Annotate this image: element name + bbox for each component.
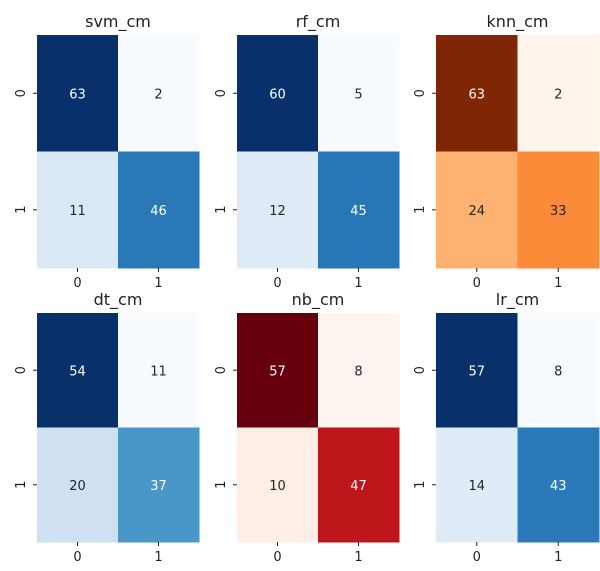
y-tick-label: 1 [14, 481, 29, 489]
cell-value-label: 2 [154, 87, 162, 102]
x-tick-label: 0 [473, 276, 481, 291]
x-tick-label: 1 [354, 276, 362, 291]
x-tick-label: 1 [354, 550, 362, 565]
cell-value-label: 11 [69, 204, 86, 219]
heatmap-panel-lr_cm: 57 8 14 43 lr_cm 0 1 0 1 [413, 290, 600, 565]
heatmap-cell [436, 427, 518, 543]
x-tick-label: 0 [473, 550, 481, 565]
heatmap-panel-knn_cm: 63 2 24 33 knn_cm 0 1 0 1 [413, 12, 600, 291]
heatmap-cell [517, 313, 600, 428]
heatmap-cell [318, 313, 400, 428]
heatmap-cell [37, 313, 119, 428]
panel-title: lr_cm [496, 290, 539, 310]
y-tick-label: 0 [413, 366, 428, 374]
y-tick-label: 0 [214, 366, 229, 374]
y-tick-label: 0 [14, 89, 29, 97]
cell-value-label: 54 [69, 364, 86, 379]
cell-value-label: 57 [269, 364, 286, 379]
heatmap-cell [118, 35, 200, 152]
cell-value-label: 20 [69, 479, 86, 494]
panel-title: rf_cm [296, 12, 341, 32]
heatmap-cell [517, 35, 600, 152]
cell-value-label: 63 [69, 87, 86, 102]
heatmap-cell [37, 35, 119, 152]
x-tick-label: 0 [73, 550, 81, 565]
cell-value-label: 10 [269, 479, 286, 494]
x-tick-label: 0 [73, 276, 81, 291]
heatmap-cell [237, 35, 319, 152]
cell-value-label: 45 [350, 204, 367, 219]
heatmap-cell [37, 151, 119, 269]
x-tick-label: 1 [154, 276, 162, 291]
cell-value-label: 57 [468, 364, 485, 379]
y-tick-label: 0 [14, 366, 29, 374]
x-tick-label: 0 [273, 550, 281, 565]
heatmap-cell [237, 427, 319, 543]
heatmap-cell [436, 313, 518, 428]
cell-value-label: 33 [550, 204, 567, 219]
panel-title: nb_cm [292, 290, 345, 310]
x-tick-label: 0 [273, 276, 281, 291]
heatmap-cell [517, 427, 600, 543]
y-tick-label: 0 [413, 89, 428, 97]
cell-value-label: 12 [269, 204, 286, 219]
cell-value-label: 5 [354, 87, 362, 102]
cell-value-label: 47 [350, 479, 367, 494]
y-tick-label: 1 [413, 481, 428, 489]
heatmap-cell [318, 35, 400, 152]
heatmap-cell [118, 151, 200, 269]
heatmap-panel-svm_cm: 63 2 11 46 svm_cm 0 1 0 1 [14, 12, 200, 291]
cell-value-label: 43 [550, 479, 567, 494]
cell-value-label: 60 [269, 87, 286, 102]
x-tick-label: 1 [154, 550, 162, 565]
heatmap-cell [517, 151, 600, 269]
cell-value-label: 46 [150, 204, 167, 219]
cell-value-label: 2 [554, 87, 562, 102]
heatmap-cell [37, 427, 119, 543]
cell-value-label: 24 [468, 204, 485, 219]
heatmap-cell [237, 313, 319, 428]
x-tick-label: 1 [554, 276, 562, 291]
y-tick-label: 1 [214, 481, 229, 489]
panel-title: knn_cm [487, 12, 549, 32]
heatmap-cell [118, 427, 200, 543]
heatmap-cell [436, 35, 518, 152]
heatmap-panel-dt_cm: 54 11 20 37 dt_cm 0 1 0 1 [14, 290, 200, 565]
heatmap-cell [237, 151, 319, 269]
panel-title: dt_cm [94, 290, 143, 310]
cell-value-label: 8 [554, 364, 562, 379]
cell-value-label: 8 [354, 364, 362, 379]
cell-value-label: 11 [150, 364, 167, 379]
panel-title: svm_cm [85, 12, 151, 32]
heatmap-cell [118, 313, 200, 428]
y-tick-label: 1 [214, 206, 229, 214]
heatmap-cell [318, 151, 400, 269]
heatmap-cell [436, 151, 518, 269]
x-tick-label: 1 [554, 550, 562, 565]
y-tick-label: 1 [413, 206, 428, 214]
heatmap-cell [318, 427, 400, 543]
cell-value-label: 14 [468, 479, 485, 494]
y-tick-label: 0 [214, 89, 229, 97]
cell-value-label: 37 [150, 479, 167, 494]
cell-value-label: 63 [468, 87, 485, 102]
y-tick-label: 1 [14, 206, 29, 214]
heatmap-panel-rf_cm: 60 5 12 45 rf_cm 0 1 0 1 [214, 12, 400, 291]
